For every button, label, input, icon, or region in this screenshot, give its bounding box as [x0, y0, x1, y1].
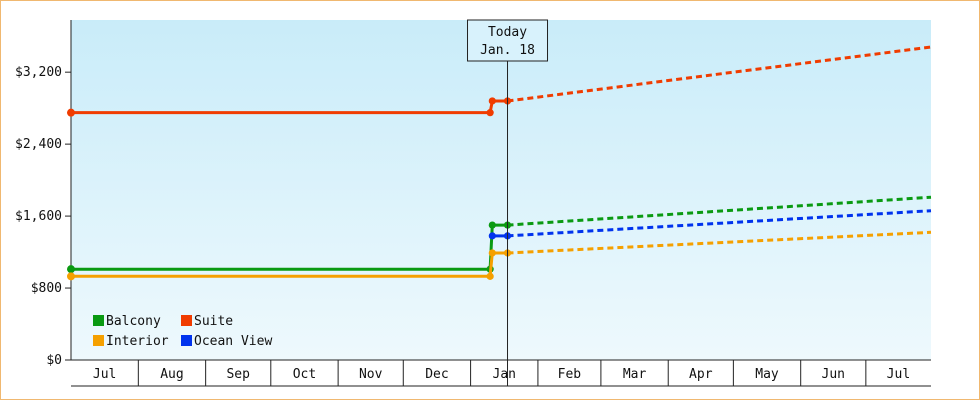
y-tick-label: $3,200	[15, 65, 62, 80]
plot-area	[71, 20, 931, 360]
y-tick-label: $0	[46, 353, 62, 368]
legend-label: Ocean View	[194, 334, 272, 349]
axes: $0 $800 $1,600 $2,400 $3,200 Jul Aug Sep Oct Nov D…	[15, 20, 931, 387]
x-tick-label: Jul	[93, 367, 116, 382]
legend-swatch	[93, 335, 104, 346]
x-tick-label: Aug	[160, 367, 183, 382]
legend-label: Suite	[194, 314, 233, 329]
series-balcony	[67, 195, 932, 274]
x-tick-label: Jun	[822, 367, 845, 382]
forecast-line	[507, 230, 932, 255]
y-tick-label: $800	[31, 281, 62, 296]
data-point	[486, 272, 494, 280]
x-tick-label: May	[755, 367, 779, 382]
data-point	[486, 109, 494, 117]
historical-line	[71, 251, 508, 278]
x-tick-label: Feb	[558, 367, 582, 382]
legend: Balcony Suite Interior Ocean View	[93, 314, 272, 349]
today-label: Today	[488, 25, 527, 40]
data-point	[67, 265, 75, 274]
today-date-label: Jan. 18	[480, 43, 535, 58]
legend-item-ocean-view: Ocean View	[181, 334, 272, 349]
historical-line	[71, 223, 508, 271]
legend-swatch	[181, 315, 192, 326]
series-layer	[67, 45, 932, 281]
x-tick-label: Oct	[293, 367, 316, 382]
x-tick-label: Jan	[493, 367, 516, 382]
legend-swatch	[93, 315, 104, 326]
x-tick-label: Apr	[689, 367, 713, 382]
legend-label: Balcony	[106, 314, 161, 329]
series-interior	[67, 230, 932, 281]
legend-item-balcony: Balcony	[93, 314, 161, 329]
legend-swatch	[181, 335, 192, 346]
data-point	[67, 272, 75, 281]
forecast-line	[507, 195, 932, 227]
x-tick-label: Nov	[359, 367, 383, 382]
data-point	[488, 97, 496, 105]
x-tick-label: Dec	[425, 367, 448, 382]
forecast-line	[507, 209, 932, 238]
data-point	[488, 221, 496, 229]
historical-line	[71, 99, 508, 115]
legend-label: Interior	[106, 334, 169, 349]
x-tick-label: Jul	[887, 367, 910, 382]
data-point	[67, 108, 75, 117]
x-tick-label: Mar	[623, 367, 647, 382]
y-tick-label: $1,600	[15, 209, 62, 224]
x-tick-label: Sep	[226, 367, 250, 382]
legend-item-suite: Suite	[181, 314, 233, 329]
today-label-box	[467, 19, 549, 62]
data-point	[488, 232, 496, 240]
y-tick-label: $2,400	[15, 137, 62, 152]
legend-item-interior: Interior	[93, 334, 169, 349]
data-point	[488, 249, 496, 257]
today-marker: Today Jan. 18	[467, 19, 549, 386]
forecast-line	[507, 45, 932, 103]
